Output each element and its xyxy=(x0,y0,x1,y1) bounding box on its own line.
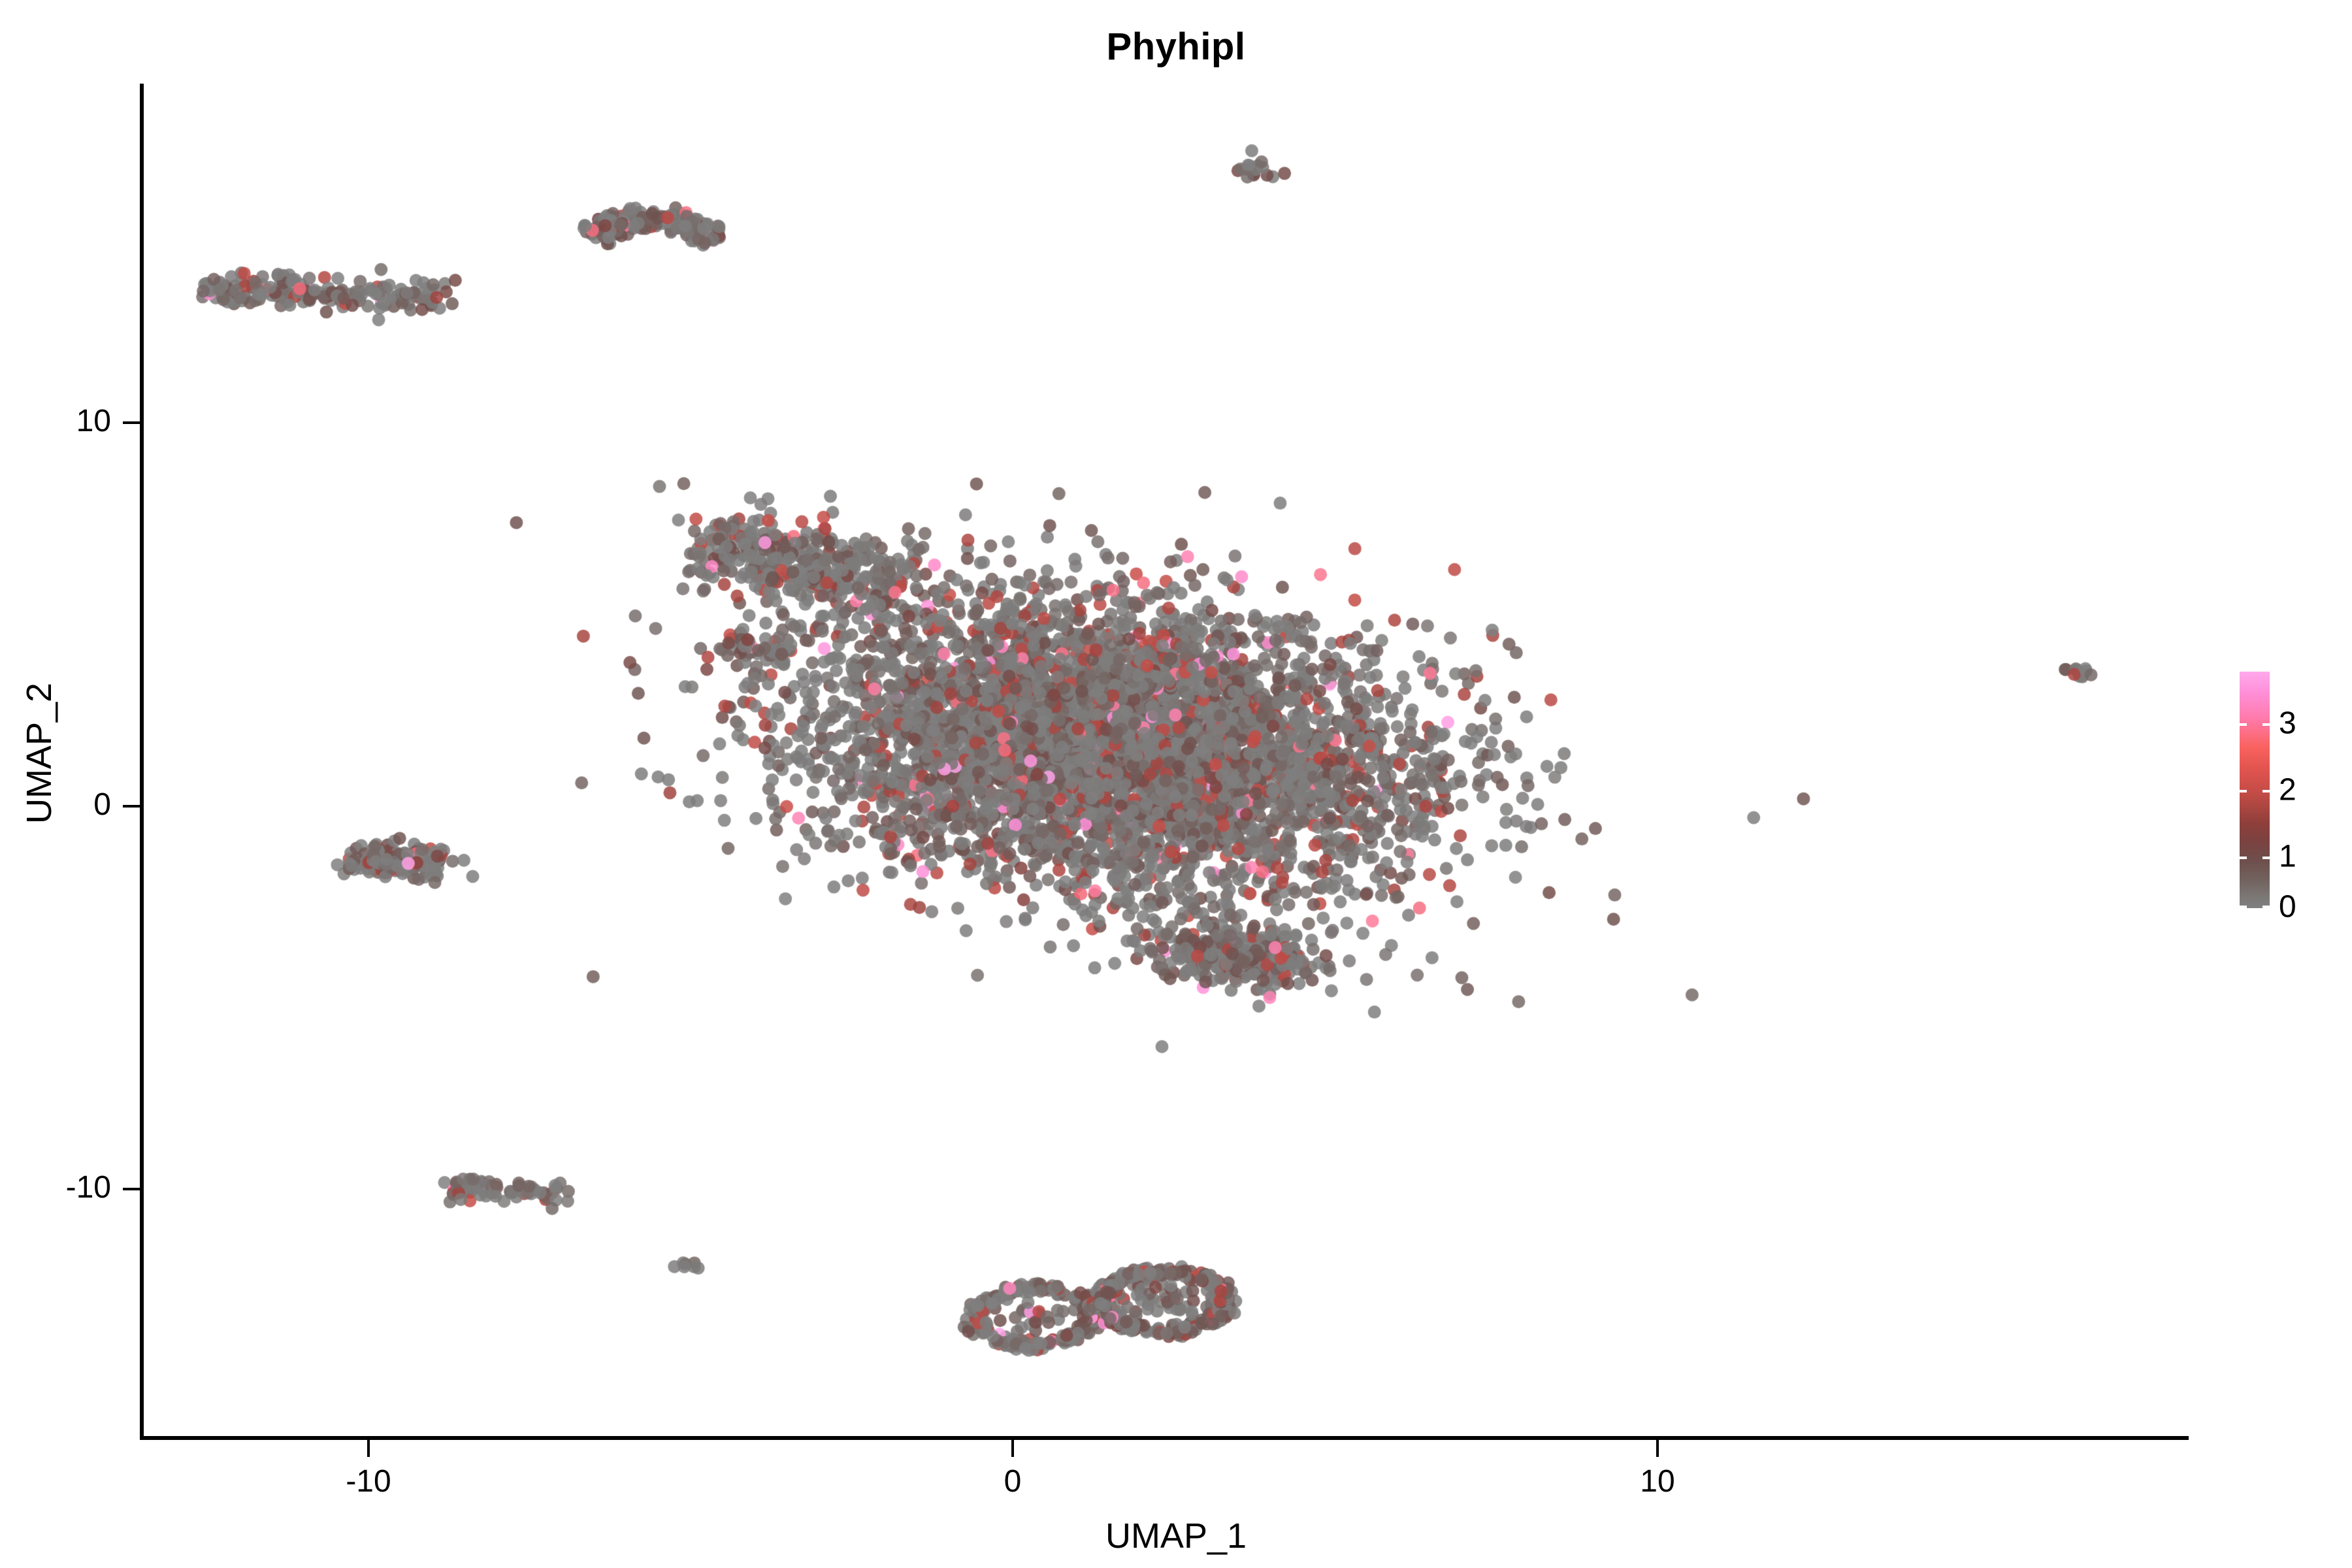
y-tick-label-minus10: -10 xyxy=(65,1170,111,1205)
plot-panel xyxy=(142,85,2189,1437)
colorbar-label-2: 2 xyxy=(2279,772,2296,808)
y-axis-line xyxy=(140,84,144,1439)
x-tick-label-minus10: -10 xyxy=(346,1464,391,1499)
x-tick-mark-1 xyxy=(1011,1440,1014,1457)
colorbar-label-1: 1 xyxy=(2279,839,2296,874)
colorbar-tick-0-left xyxy=(2240,906,2247,908)
colorbar-tick-3-right xyxy=(2262,723,2270,726)
y-tick-mark-0 xyxy=(123,805,140,808)
colorbar-legend: 3 2 1 0 xyxy=(2240,672,2296,924)
y-tick-label-zero: 0 xyxy=(93,787,111,822)
scatter-plot-canvas xyxy=(142,85,2189,1437)
x-tick-label-zero: 0 xyxy=(1004,1464,1022,1499)
x-axis-line xyxy=(140,1436,2189,1440)
colorbar-tick-2-left xyxy=(2240,790,2247,792)
colorbar-tick-0-right xyxy=(2262,906,2270,908)
x-tick-mark-0 xyxy=(367,1440,370,1457)
x-tick-label-ten: 10 xyxy=(1640,1464,1675,1499)
colorbar-label-0: 0 xyxy=(2279,889,2296,924)
y-axis-label: UMAP_2 xyxy=(20,682,59,825)
y-tick-mark-10 xyxy=(123,421,140,424)
x-tick-mark-2 xyxy=(1656,1440,1659,1457)
x-axis-label: UMAP_1 xyxy=(1105,1516,1247,1556)
colorbar-tick-1-right xyxy=(2262,857,2270,859)
y-tick-label-ten: 10 xyxy=(76,404,111,438)
chart-title: Phyhipl xyxy=(1106,25,1246,68)
colorbar-tick-3-left xyxy=(2240,723,2247,726)
colorbar-label-3: 3 xyxy=(2279,706,2296,741)
colorbar-tick-2-right xyxy=(2262,790,2270,792)
y-tick-mark-minus10 xyxy=(123,1188,140,1190)
colorbar-tick-1-left xyxy=(2240,857,2247,859)
